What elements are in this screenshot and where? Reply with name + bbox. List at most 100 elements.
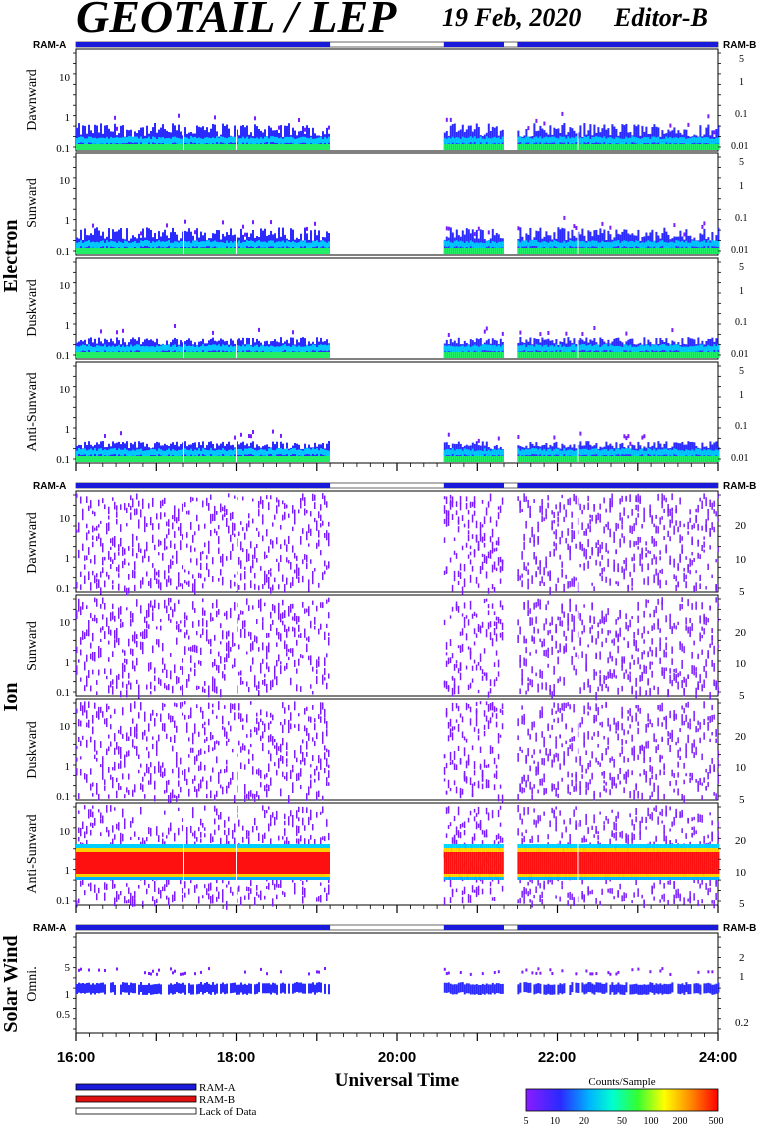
data-cell xyxy=(549,248,552,254)
data-cell xyxy=(535,136,538,143)
data-cell xyxy=(523,144,526,150)
data-cell xyxy=(551,352,554,358)
data-cell xyxy=(240,676,242,685)
data-cell xyxy=(493,662,496,667)
data-cell xyxy=(595,248,598,254)
data-cell xyxy=(501,559,504,567)
data-cell xyxy=(465,615,468,619)
data-cell xyxy=(314,616,316,622)
data-cell xyxy=(306,137,308,144)
data-cell xyxy=(531,144,534,150)
data-cell xyxy=(258,647,260,652)
data-cell xyxy=(142,352,144,358)
data-cell xyxy=(573,344,576,351)
data-cell xyxy=(615,456,618,462)
data-cell xyxy=(114,115,116,120)
data-cell xyxy=(451,346,454,353)
data-cell xyxy=(270,248,272,254)
data-cell xyxy=(278,499,280,505)
data-cell xyxy=(282,352,284,358)
data-cell xyxy=(701,138,704,144)
data-cell xyxy=(457,519,460,525)
data-cell xyxy=(310,248,312,254)
data-cell xyxy=(535,352,538,358)
data-cell xyxy=(569,545,571,554)
data-cell xyxy=(495,346,498,353)
data-cell xyxy=(248,144,250,150)
data-cell xyxy=(232,639,234,647)
data-cell xyxy=(481,524,484,528)
data-cell xyxy=(182,666,184,675)
panel-ion-dawnward xyxy=(75,490,719,593)
data-cell xyxy=(268,580,270,589)
data-cell xyxy=(312,448,314,454)
data-cell xyxy=(116,352,118,358)
data-cell xyxy=(533,448,536,455)
data-cell xyxy=(326,456,328,462)
data-cell xyxy=(625,136,628,143)
data-cell xyxy=(485,240,488,254)
data-cell xyxy=(210,448,212,455)
data-cell xyxy=(178,113,180,118)
data-cell xyxy=(278,631,280,640)
data-cell xyxy=(82,344,84,351)
data-cell xyxy=(190,667,192,672)
data-cell xyxy=(204,137,206,144)
data-cell xyxy=(100,248,102,254)
data-cell xyxy=(150,242,152,249)
data-cell xyxy=(94,248,96,254)
data-cell xyxy=(218,242,220,249)
data-cell xyxy=(627,345,630,352)
data-cell xyxy=(232,522,234,530)
data-cell xyxy=(585,144,588,150)
data-cell xyxy=(683,242,686,249)
data-cell xyxy=(567,613,569,619)
data-cell xyxy=(204,688,206,693)
data-cell xyxy=(122,669,124,679)
data-cell xyxy=(200,555,202,561)
data-cell xyxy=(226,556,228,561)
data-cell xyxy=(539,144,542,150)
data-cell xyxy=(136,144,138,150)
data-cell xyxy=(92,456,94,462)
data-cell xyxy=(521,551,523,560)
data-cell xyxy=(256,527,258,531)
data-cell xyxy=(306,125,308,150)
data-cell xyxy=(282,345,284,352)
data-cell xyxy=(637,124,640,150)
data-cell xyxy=(280,525,282,530)
data-cell xyxy=(276,136,278,143)
data-cell xyxy=(314,517,316,523)
data-cell xyxy=(523,541,525,550)
data-cell xyxy=(312,138,314,145)
data-cell xyxy=(653,240,656,247)
data-cell xyxy=(310,345,312,352)
data-cell xyxy=(559,229,562,254)
data-cell xyxy=(116,231,118,254)
data-cell xyxy=(246,598,248,605)
data-cell xyxy=(210,248,212,254)
data-cell xyxy=(150,230,152,254)
data-cell xyxy=(659,344,662,351)
data-cell xyxy=(98,230,100,254)
data-cell xyxy=(491,248,494,254)
data-cell xyxy=(521,240,524,247)
data-cell xyxy=(294,248,296,254)
data-cell xyxy=(561,227,564,254)
data-cell xyxy=(451,496,454,503)
data-cell xyxy=(196,345,198,352)
data-cell xyxy=(172,685,174,691)
data-cell xyxy=(683,523,685,528)
data-cell xyxy=(134,631,136,639)
data-cell xyxy=(164,683,166,689)
data-cell xyxy=(324,499,326,505)
data-cell xyxy=(609,528,611,538)
data-cell xyxy=(467,248,470,254)
data-cell xyxy=(128,346,130,353)
data-cell xyxy=(573,248,576,254)
data-cell xyxy=(102,557,104,566)
data-cell xyxy=(272,240,274,247)
data-cell xyxy=(589,449,592,456)
data-cell xyxy=(499,248,502,254)
data-cell xyxy=(196,497,198,502)
